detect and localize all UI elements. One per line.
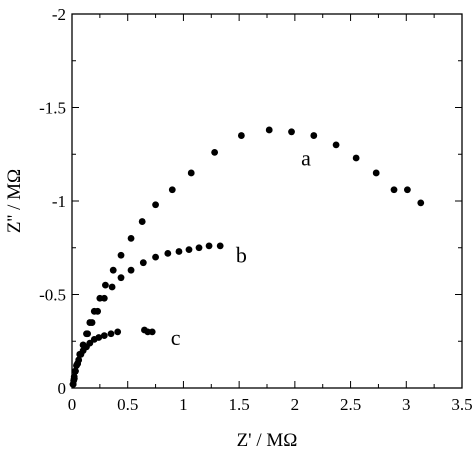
y-tick-label: -0.5 (39, 286, 66, 305)
x-tick-label: 2 (291, 395, 300, 414)
data-point (148, 328, 156, 336)
series-label-a: a (301, 145, 311, 170)
data-point (71, 367, 79, 375)
data-point (88, 319, 96, 326)
data-point (117, 274, 125, 282)
x-axis-label: Z' / MΩ (237, 430, 298, 451)
data-point (372, 169, 380, 177)
series-labels: a b c (171, 145, 311, 350)
data-point (114, 328, 122, 336)
data-point (352, 154, 360, 162)
y-tick-label: -1.5 (39, 99, 66, 118)
data-point (216, 242, 224, 250)
data-point (310, 132, 318, 139)
tick-marks (71, 13, 463, 389)
data-markers (69, 126, 425, 388)
y-tick-label: -2 (52, 5, 66, 24)
data-point (109, 266, 117, 274)
data-point (187, 169, 195, 177)
data-point (73, 362, 80, 369)
data-point (185, 246, 193, 254)
data-point (175, 248, 183, 255)
data-point (75, 356, 83, 364)
data-point (265, 126, 273, 134)
data-point (127, 266, 135, 274)
data-point (168, 186, 176, 194)
y-axis-label: Z'' / MΩ (4, 169, 25, 233)
data-point (94, 307, 102, 315)
data-point (404, 186, 411, 194)
x-tick-label: 3 (402, 395, 411, 414)
data-point (84, 330, 91, 338)
data-point (102, 281, 109, 289)
data-point (288, 128, 295, 136)
data-point (100, 332, 108, 340)
data-point (237, 132, 245, 139)
x-tick-label: 2.5 (340, 395, 361, 414)
data-point (86, 339, 94, 347)
data-point (211, 148, 219, 156)
data-point (95, 334, 103, 341)
data-point (152, 201, 159, 209)
data-point (127, 235, 135, 242)
x-tick-label: 0.5 (117, 395, 138, 414)
series-b-markers (69, 242, 224, 388)
x-tick-label: 3.5 (451, 395, 472, 414)
x-tick-label: 1.5 (229, 395, 250, 414)
data-point (332, 141, 340, 149)
data-point (152, 253, 159, 261)
data-point (205, 242, 213, 250)
data-point (108, 283, 116, 291)
y-tick-label: 0 (58, 379, 67, 398)
data-point (195, 244, 203, 252)
tick-labels: 0 0.5 1 1.5 2 2.5 3 3.5 0 -0.5 -1 -1.5 -2 (39, 5, 473, 414)
data-point (107, 330, 115, 338)
plot-frame (71, 13, 463, 389)
data-point (100, 294, 108, 302)
series-label-b: b (236, 243, 247, 268)
data-point (117, 251, 125, 259)
series-label-c: c (171, 325, 181, 350)
x-tick-label: 1 (179, 395, 188, 414)
y-tick-label: -1 (52, 192, 66, 211)
data-point (417, 199, 425, 207)
data-point (139, 259, 147, 267)
data-point (390, 186, 398, 194)
x-tick-label: 0 (68, 395, 77, 414)
data-point (138, 218, 146, 225)
series-a-markers (69, 126, 425, 388)
data-point (70, 373, 78, 381)
data-point (164, 249, 172, 257)
series-c-markers (69, 326, 156, 388)
